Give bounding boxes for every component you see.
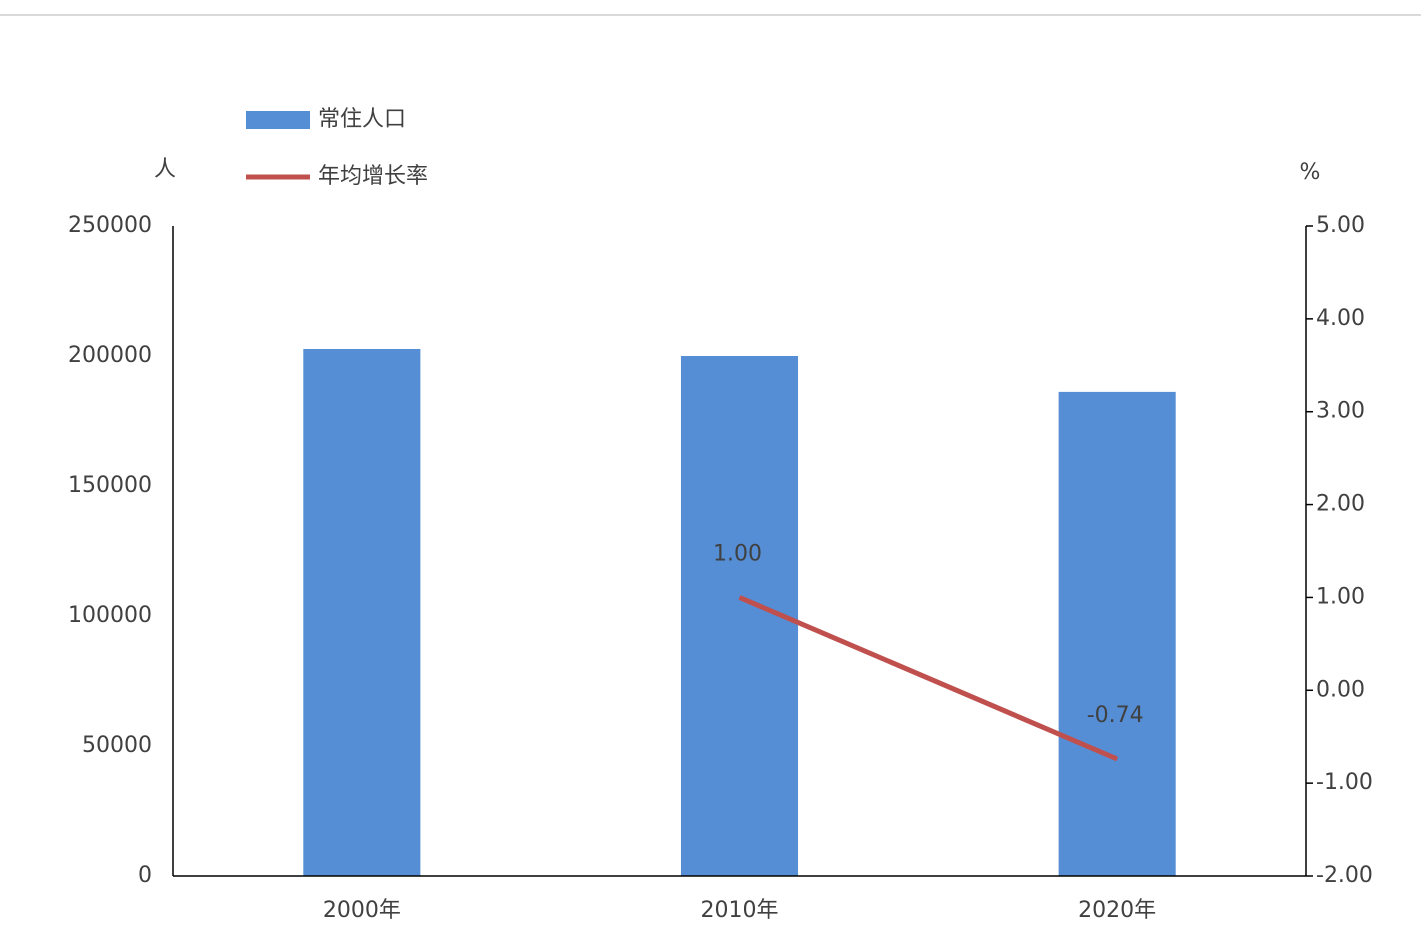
y2-tick-label: 4.00 [1316, 306, 1365, 331]
data-label: -0.74 [1087, 703, 1144, 728]
y2-tick-label: 0.00 [1316, 677, 1365, 702]
x-tick-label: 2000年 [323, 898, 401, 923]
y-tick-label: 250000 [68, 213, 152, 238]
y2-tick-label: 1.00 [1316, 584, 1365, 609]
y2-tick-label: 5.00 [1316, 213, 1365, 238]
x-tick-label: 2010年 [701, 898, 779, 923]
y-tick-label: 100000 [68, 603, 152, 628]
y2-tick-label: -2.00 [1316, 863, 1373, 888]
y2-tick-label: 3.00 [1316, 399, 1365, 424]
y2-tick-label: 2.00 [1316, 492, 1365, 517]
y-tick-label: 0 [138, 863, 152, 888]
bar [1058, 391, 1176, 876]
legend-label: 常住人口 [318, 107, 406, 132]
y2-axis-label: % [1300, 160, 1321, 185]
y2-tick-label: -1.00 [1316, 770, 1373, 795]
data-label: 1.00 [713, 541, 762, 566]
legend-label: 年均增长率 [318, 164, 428, 189]
legend-swatch [246, 111, 310, 129]
bar [303, 348, 421, 877]
y-tick-label: 50000 [82, 733, 152, 758]
y-tick-label: 150000 [68, 473, 152, 498]
y-tick-label: 200000 [68, 343, 152, 368]
y-axis-label: 人 [154, 157, 176, 182]
x-tick-label: 2020年 [1078, 898, 1156, 923]
line [738, 595, 1119, 762]
